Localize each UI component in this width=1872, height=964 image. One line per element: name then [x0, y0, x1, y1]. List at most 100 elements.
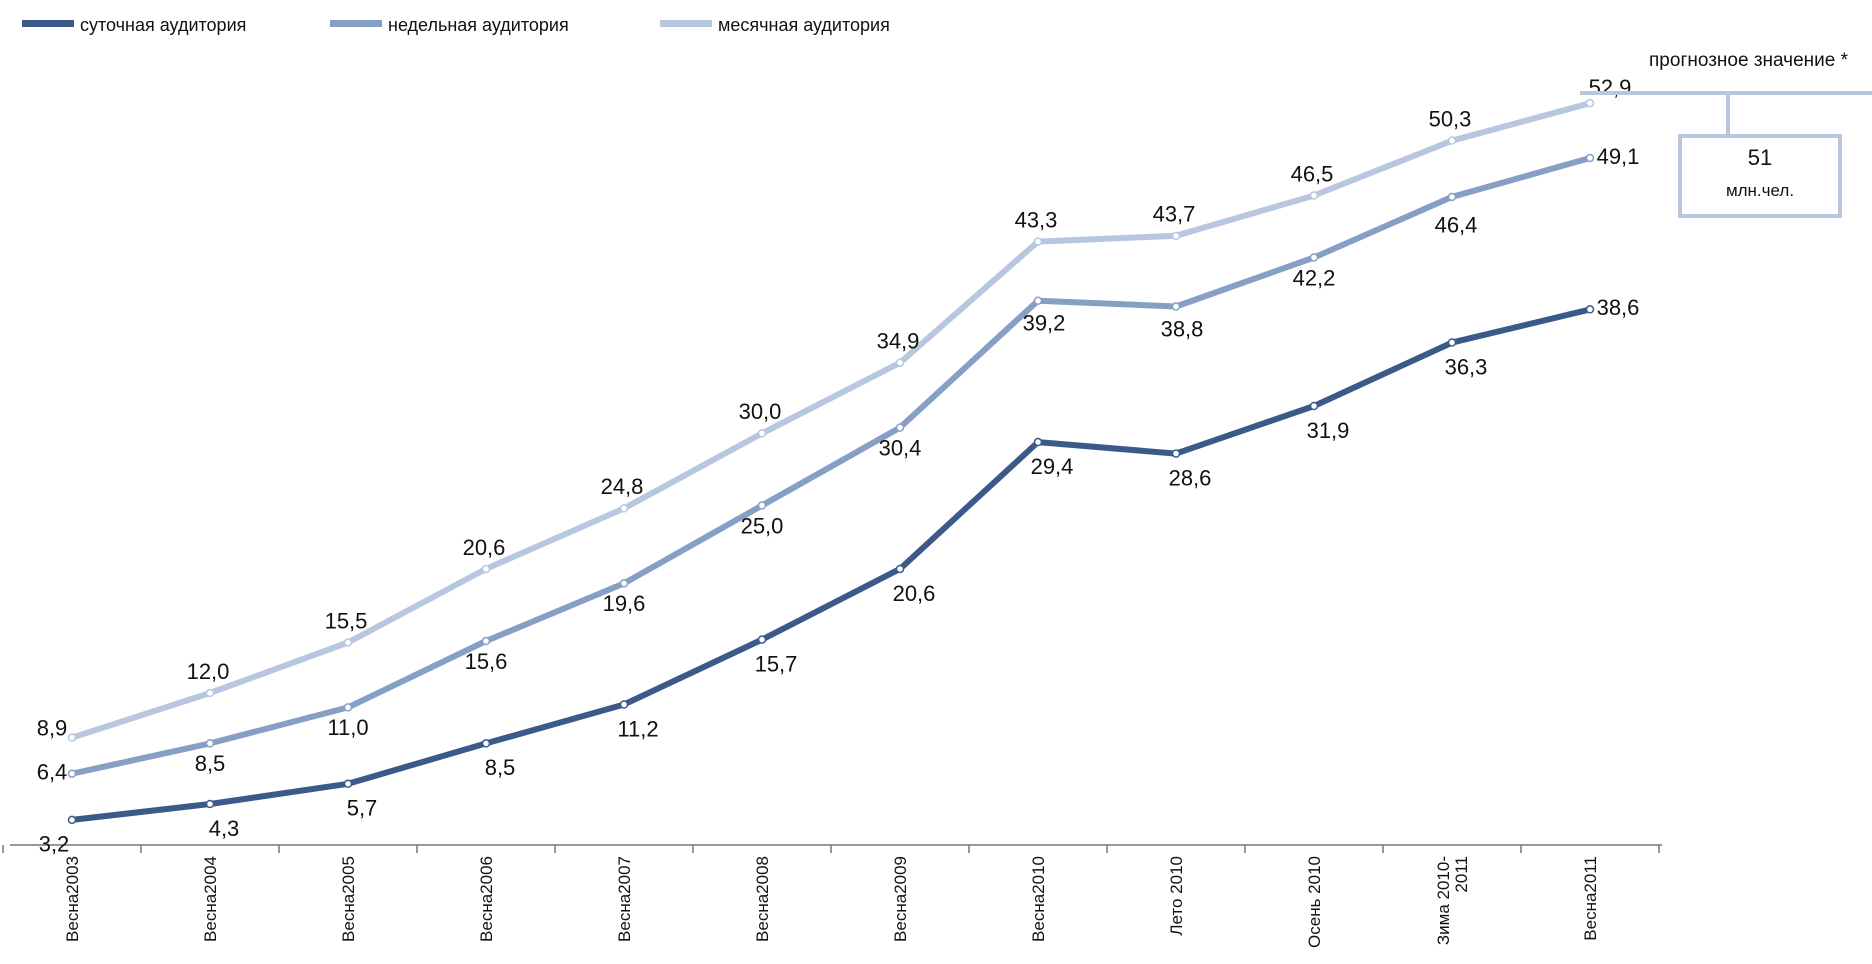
data-label: 8,5	[485, 755, 516, 780]
data-point	[67, 815, 77, 825]
data-point	[1447, 338, 1457, 347]
data-label: 25,0	[741, 513, 784, 538]
data-point	[67, 733, 77, 742]
data-point	[1171, 302, 1181, 311]
data-point	[1585, 153, 1595, 163]
x-tick-label: Весна2003	[63, 856, 82, 942]
legend-swatch-1	[22, 20, 74, 27]
data-label: 30,4	[879, 435, 922, 460]
forecast-heading: прогнозное значение *	[1649, 50, 1849, 71]
data-label: 28,6	[1169, 465, 1212, 490]
data-label: 5,7	[347, 796, 378, 821]
data-label: 46,4	[1435, 213, 1478, 238]
data-label: 36,3	[1445, 354, 1488, 379]
data-point	[757, 501, 767, 510]
x-tick-label: Весна2011	[1581, 856, 1600, 941]
data-label: 50,3	[1429, 106, 1472, 131]
data-label: 29,4	[1031, 454, 1074, 479]
data-point	[1033, 437, 1043, 447]
data-point	[481, 739, 491, 748]
x-tick-label-line: Весна2006	[477, 856, 496, 942]
data-labels: 3,2 4,3 5,7 8,5 11,2 15,7 20,6 29,4 28,6 31,9 36,3…	[37, 75, 1640, 857]
x-tick-label-line: Весна2011	[1581, 856, 1600, 941]
data-point	[619, 700, 629, 709]
x-tick-label: Весна2009	[891, 856, 910, 942]
x-tick-label-line: Зима 2010-	[1434, 856, 1453, 945]
data-point	[757, 429, 767, 438]
data-point	[1585, 305, 1595, 314]
x-tick-label-line: Осень 2010	[1305, 856, 1324, 948]
data-label: 3,2	[39, 832, 70, 857]
legend-swatch-3	[660, 20, 712, 27]
x-tick-label-line: Весна2004	[201, 856, 220, 942]
series-line-3	[69, 100, 1593, 741]
data-label: 49,1	[1597, 144, 1640, 169]
data-point	[1309, 191, 1319, 200]
data-point	[205, 799, 215, 809]
x-tick-label: Лето 2010	[1167, 856, 1186, 936]
data-label: 6,4	[37, 760, 68, 785]
legend-label-3: месячная аудитория	[718, 15, 890, 35]
data-label: 38,8	[1161, 316, 1204, 341]
data-point	[1447, 136, 1457, 145]
series-lines	[67, 98, 1595, 825]
x-tick-label: Весна2007	[615, 856, 634, 942]
data-point	[895, 564, 905, 574]
data-point	[343, 779, 353, 789]
data-point	[1171, 231, 1181, 241]
data-label: 4,3	[209, 816, 240, 841]
data-label: 46,5	[1291, 161, 1334, 186]
data-label: 12,0	[187, 659, 230, 684]
data-label: 31,9	[1307, 418, 1350, 443]
x-tick-label-line: Лето 2010	[1167, 856, 1186, 936]
data-point	[619, 504, 629, 513]
data-label: 15,7	[755, 651, 798, 676]
x-tick-label: Зима 2010- 2011	[1434, 856, 1471, 945]
forecast-value: 51	[1748, 145, 1772, 170]
legend-label-1: суточная аудитория	[80, 15, 246, 35]
x-tick-label-line: Весна2007	[615, 856, 634, 942]
data-point	[757, 635, 767, 644]
data-label: 11,2	[617, 716, 658, 741]
forecast-box	[1678, 134, 1842, 218]
data-point	[343, 703, 353, 712]
series-line-2	[69, 155, 1593, 777]
data-point	[343, 638, 353, 647]
x-tick-label-line: Весна2010	[1029, 856, 1048, 942]
data-point	[1033, 237, 1043, 246]
forecast-unit: млн.чел.	[1726, 181, 1794, 200]
data-point	[1171, 449, 1181, 458]
data-label: 15,6	[465, 649, 508, 674]
data-label: 8,5	[195, 751, 226, 776]
legend-swatch-2	[330, 20, 382, 27]
x-tick-label-line: Весна2003	[63, 856, 82, 942]
data-label: 42,2	[1293, 265, 1336, 290]
x-tick-label: Осень 2010	[1305, 856, 1324, 948]
data-label: 38,6	[1597, 295, 1640, 320]
forecast-annotation: прогнозное значение * 51 млн.чел.	[1580, 50, 1872, 218]
x-tick-label: Весна2008	[753, 856, 772, 942]
data-point	[1309, 401, 1319, 411]
x-tick-label-line: Весна2005	[339, 856, 358, 942]
data-label: 20,6	[893, 581, 936, 606]
data-label: 20,6	[463, 535, 506, 560]
x-tick-label: Весна2004	[201, 856, 220, 942]
x-tick-label: Весна2010	[1029, 856, 1048, 942]
legend: суточная аудитория недельная аудитория мес…	[22, 15, 890, 35]
x-tick-label: Весна2005	[339, 856, 358, 942]
data-label: 8,9	[37, 715, 68, 740]
x-tick-label-line: 2011	[1452, 856, 1471, 893]
data-label: 43,3	[1015, 207, 1058, 232]
data-label: 34,9	[877, 329, 920, 354]
data-point	[1309, 253, 1319, 262]
data-label: 15,5	[325, 608, 368, 633]
x-tick-label-line: Весна2008	[753, 856, 772, 942]
x-tick-label-line: Весна2009	[891, 856, 910, 942]
data-point	[481, 636, 491, 646]
data-point	[205, 688, 215, 698]
data-label: 52,9	[1589, 75, 1632, 100]
data-point	[895, 423, 905, 432]
x-axis: Весна2003 Весна2004 Весна2005 Весна2006 Весн…	[2, 844, 1662, 948]
data-label: 24,8	[601, 474, 644, 499]
